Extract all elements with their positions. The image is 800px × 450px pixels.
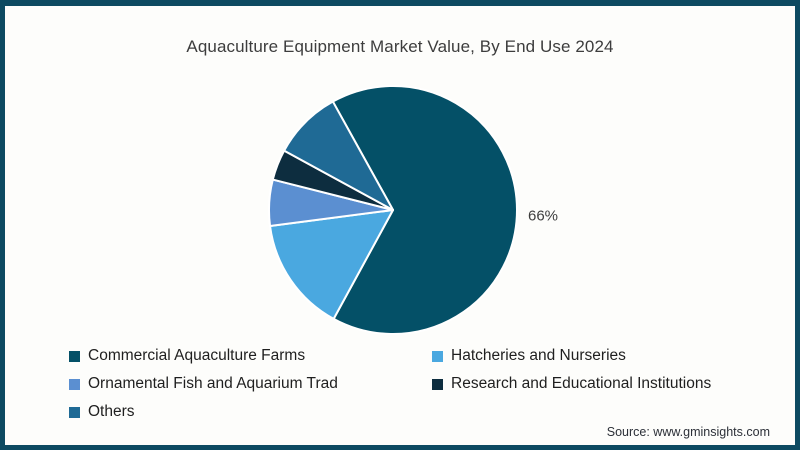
pie-chart: 66%	[267, 85, 558, 335]
pie-slice-2	[269, 209, 394, 320]
pie-slice-1	[331, 85, 518, 335]
legend-swatch	[69, 378, 80, 390]
legend-label: Others	[88, 403, 135, 420]
legend-item: Research and Educational Institutions	[432, 375, 749, 393]
legend-item: Ornamental Fish and Aquarium Trad	[69, 375, 432, 393]
legend-swatch	[69, 406, 80, 418]
source-note: Source: www.gminsights.com	[606, 425, 770, 439]
legend-label: Research and Educational Institutions	[451, 375, 712, 392]
legend-swatch	[69, 350, 80, 362]
legend-swatch	[432, 378, 443, 390]
legend-item: Commercial Aquaculture Farms	[69, 347, 432, 365]
legend-label: Ornamental Fish and Aquarium Trad	[88, 375, 338, 392]
pie-slice-5	[283, 100, 394, 211]
legend-item: Hatcheries and Nurseries	[432, 347, 749, 365]
legend-label: Commercial Aquaculture Farms	[88, 347, 306, 364]
legend-label: Hatcheries and Nurseries	[451, 347, 626, 364]
legend-item: Others	[69, 403, 432, 421]
pie-slice-percentage-label: 66%	[528, 208, 558, 225]
legend: Commercial Aquaculture Farms Hatcheries a…	[69, 342, 749, 426]
chart-title: Aquaculture Equipment Market Value, By E…	[186, 37, 614, 56]
legend-swatch	[432, 350, 443, 362]
